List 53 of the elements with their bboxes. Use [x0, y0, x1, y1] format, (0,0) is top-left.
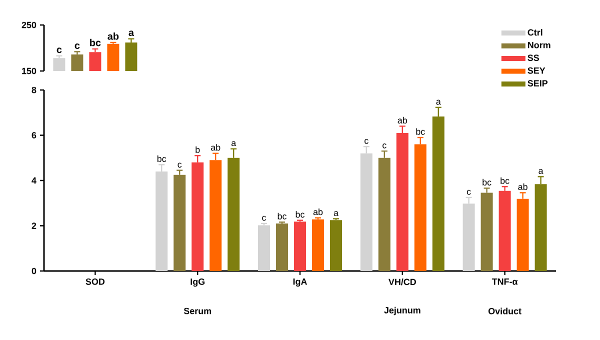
- x-tick-label: IgA: [293, 278, 307, 287]
- annotation: b: [196, 146, 200, 153]
- bar: [276, 223, 288, 271]
- bar: [312, 219, 324, 271]
- annotation: bc: [416, 128, 425, 135]
- annotation: ab: [398, 116, 408, 124]
- bar: [498, 190, 511, 271]
- annotation: a: [538, 169, 544, 174]
- legend-label: SEIP: [528, 80, 548, 86]
- y-tick-label: 4: [32, 177, 36, 184]
- annotation: c: [178, 162, 182, 168]
- annotation: bc: [296, 211, 304, 218]
- annotation: a: [436, 100, 441, 105]
- y-tick-label: 8: [32, 86, 36, 94]
- y-tick-label: 0: [32, 268, 36, 274]
- annotation: c: [382, 143, 386, 148]
- annotation: c: [364, 138, 368, 144]
- annotation: c: [56, 48, 62, 54]
- annotation: bc: [90, 38, 101, 46]
- annotation: bc: [500, 177, 510, 184]
- bar: [480, 192, 493, 271]
- text: Oviduct: [488, 308, 522, 314]
- legend-label: SS: [528, 54, 540, 61]
- annotation: bc: [278, 212, 286, 220]
- x-tick-label: IgG: [190, 278, 205, 287]
- annotation: ab: [210, 144, 220, 151]
- x-tick-label: SOD: [86, 278, 105, 285]
- y-tick-label: 6: [32, 132, 36, 138]
- bar: [258, 225, 270, 271]
- text: Jejunum: [384, 306, 420, 316]
- annotation: a: [231, 141, 236, 146]
- annotation: ab: [313, 208, 323, 216]
- y-tick-label: 150: [22, 68, 36, 74]
- text: Serum: [184, 308, 212, 314]
- bar: [174, 174, 186, 271]
- annotation: a: [128, 30, 134, 36]
- annotation: ab: [108, 32, 119, 40]
- annotation: a: [334, 211, 338, 216]
- annotation: c: [466, 190, 471, 195]
- x-tick-label: VH/CD: [388, 278, 416, 286]
- bar: [294, 222, 306, 271]
- legend-label: Ctrl: [528, 29, 542, 36]
- annotation: bc: [157, 155, 166, 162]
- annotation: bc: [482, 178, 492, 186]
- bar: [330, 220, 342, 271]
- y-tick-label: 250: [22, 22, 36, 28]
- annotation: ab: [518, 183, 528, 190]
- annotation: c: [262, 216, 266, 221]
- x-tick-label: TNF-α: [492, 278, 518, 285]
- y-tick-label: 2: [32, 222, 36, 229]
- annotation: c: [74, 44, 80, 49]
- legend-label: SEY: [528, 67, 546, 74]
- legend-label: Norm: [528, 42, 550, 48]
